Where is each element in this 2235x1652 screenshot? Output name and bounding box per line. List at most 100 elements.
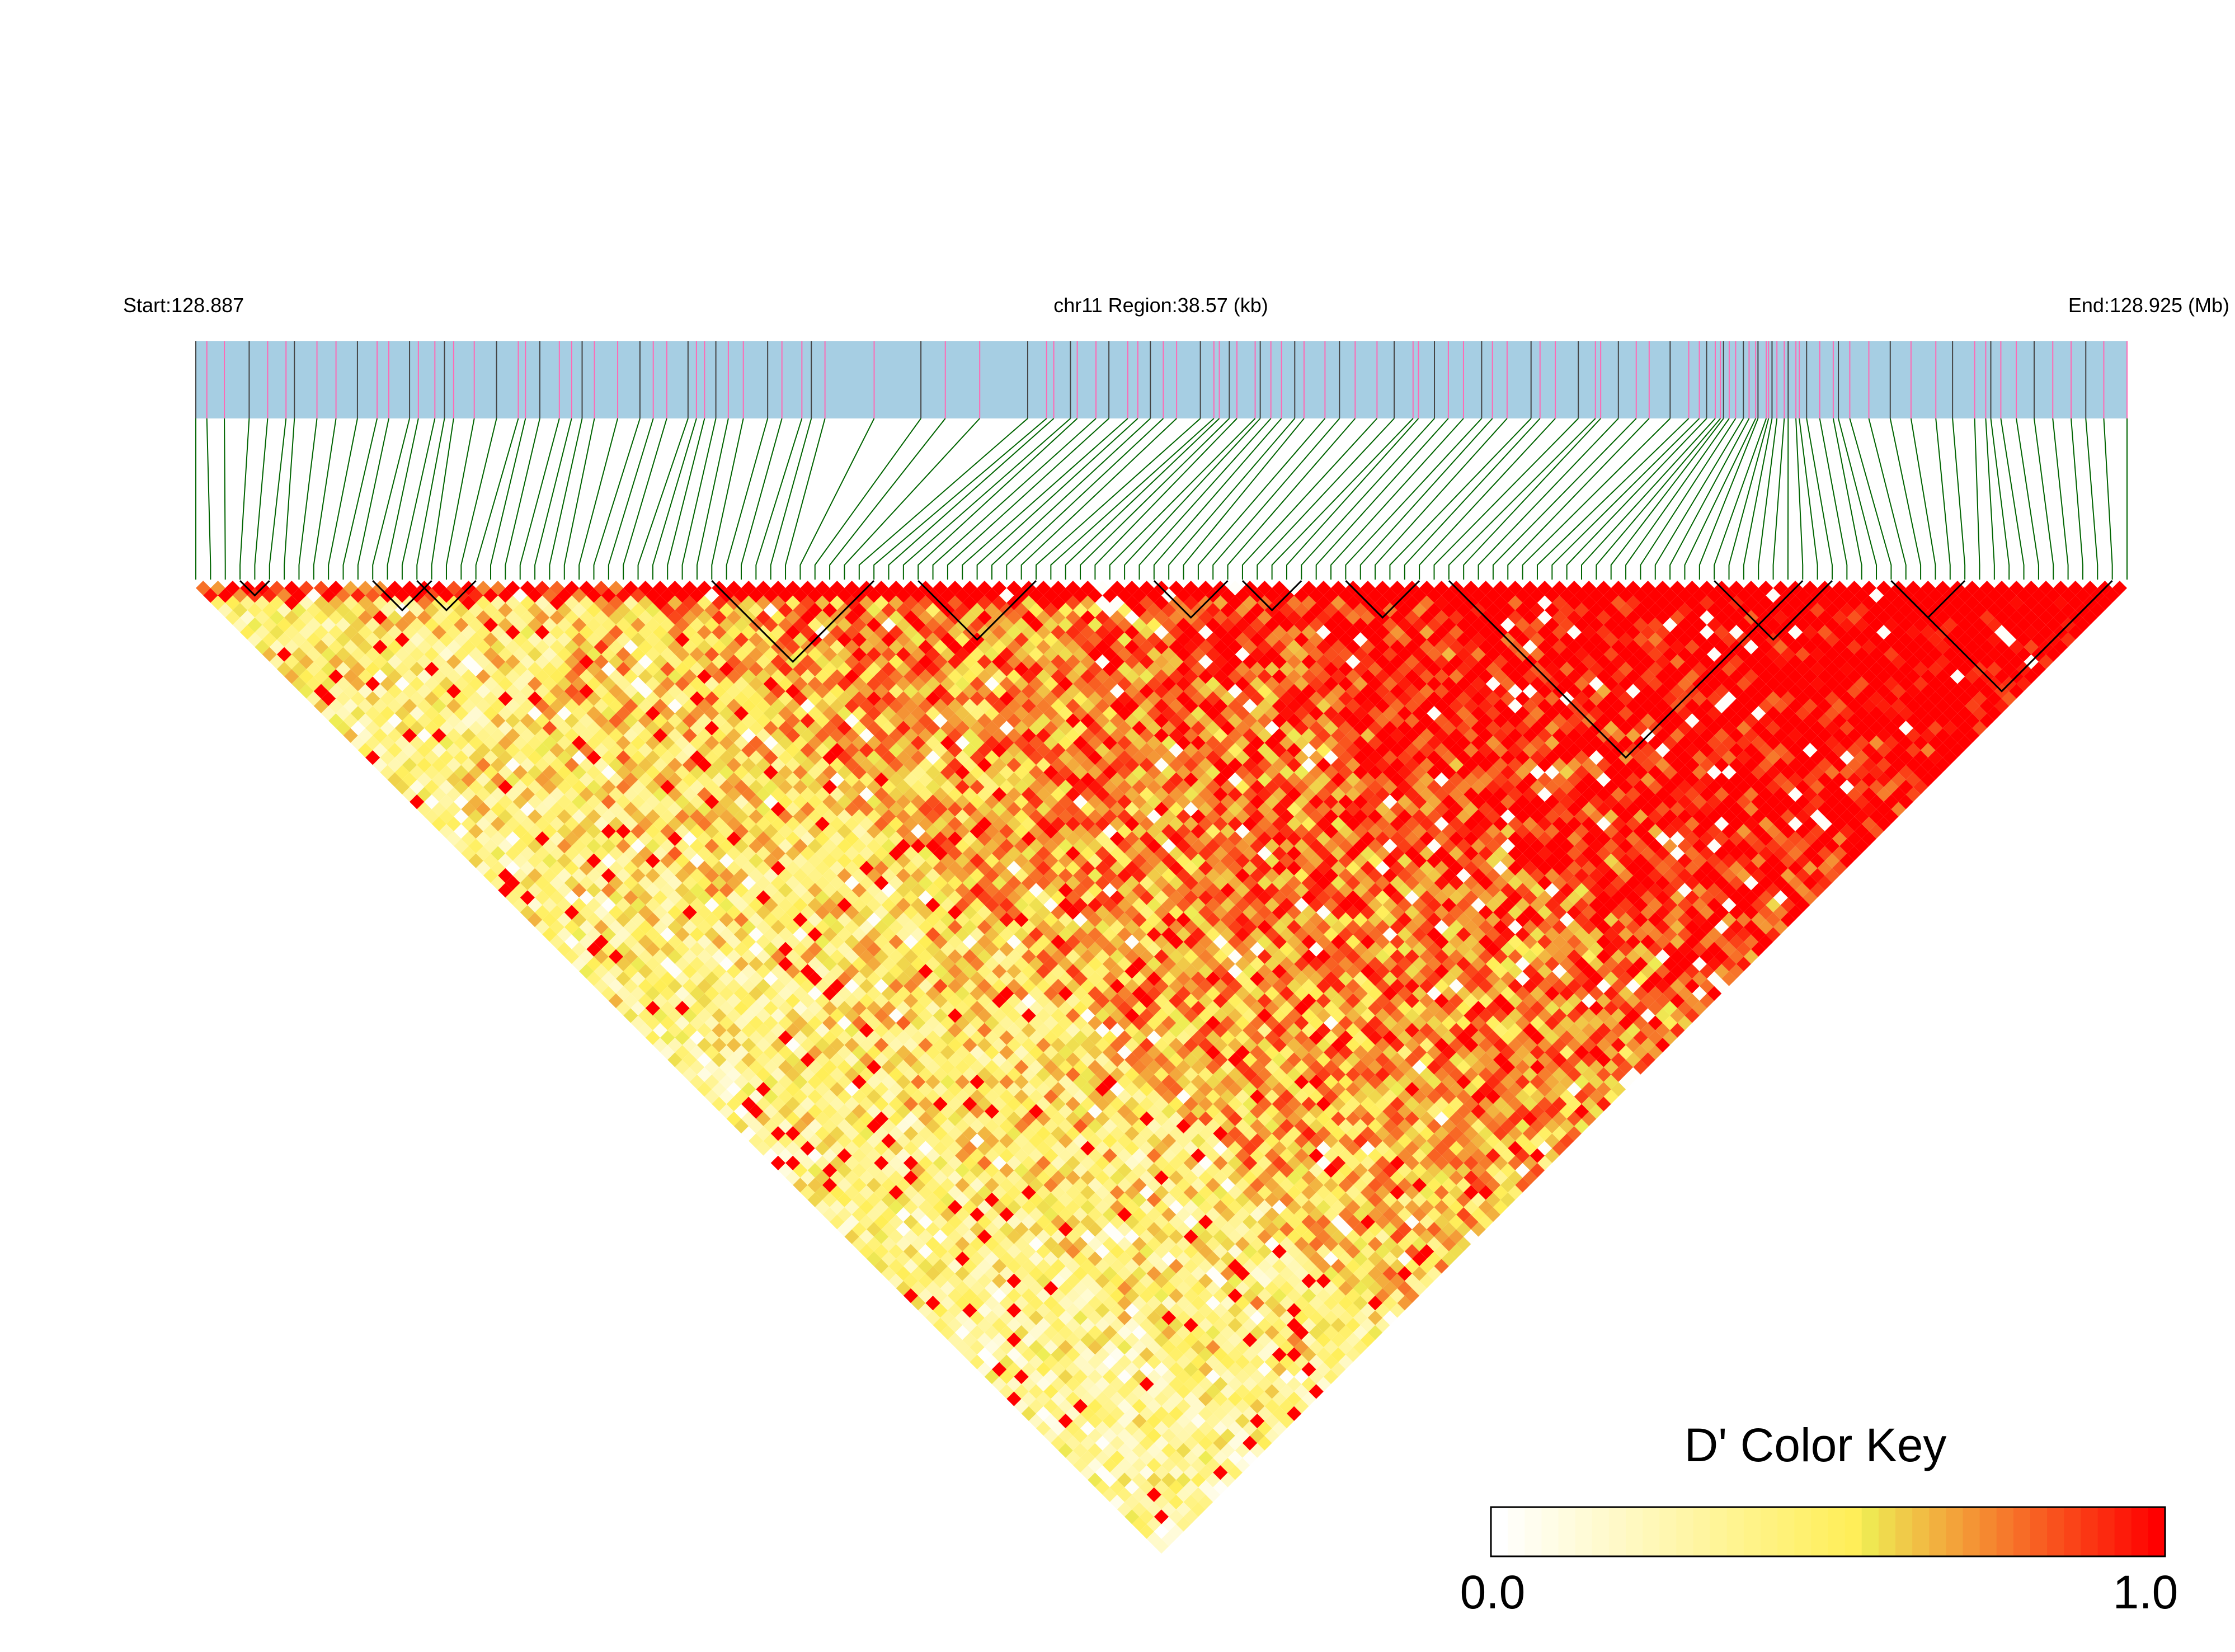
ld-cell [1176, 1384, 1191, 1399]
snp-connector [1109, 418, 1256, 580]
ld-cell [756, 1052, 771, 1067]
ld-cell [851, 1148, 867, 1163]
ld-cell [1124, 1480, 1140, 1495]
ld-cell [394, 765, 410, 780]
ld-cell [276, 603, 292, 618]
ld-cell [601, 883, 617, 898]
ld-cell [918, 1273, 933, 1288]
ld-cell [652, 890, 668, 905]
ld-cell [498, 868, 513, 883]
chromosome-track [196, 341, 2127, 418]
ld-cell [1227, 1450, 1243, 1466]
ld-cell [1006, 1288, 1022, 1303]
ld-cell [1065, 1317, 1081, 1333]
ld-cell [1021, 1229, 1037, 1244]
ld-cell [468, 794, 483, 809]
ld-cell [991, 1244, 1007, 1259]
ld-cell [874, 1170, 889, 1185]
ld-cell [756, 1111, 771, 1126]
ld-cell [343, 595, 358, 610]
ld-cell [1080, 1391, 1095, 1406]
snp-connector [1330, 418, 1464, 580]
snp-connector [1985, 418, 1995, 580]
ld-cell [1072, 1399, 1088, 1414]
ld-cell [1080, 1436, 1095, 1451]
ld-cell [1036, 1317, 1051, 1333]
ld-cell [1139, 1406, 1154, 1422]
ld-cell [925, 1236, 940, 1251]
ld-cell [446, 639, 462, 655]
ld-cell [1176, 1487, 1191, 1502]
ld-cell [1109, 1450, 1125, 1466]
ld-cell [417, 772, 432, 787]
ld-cell [1028, 1340, 1044, 1355]
ld-cell [896, 1148, 911, 1163]
ld-cell [947, 1317, 963, 1333]
ld-cell [1132, 1487, 1147, 1502]
ld-cell [1028, 1236, 1044, 1251]
ld-cell [815, 1170, 830, 1185]
snp-connector [726, 418, 769, 580]
ld-cell [1072, 1443, 1088, 1458]
ld-cell [940, 1222, 956, 1237]
ld-cell [306, 691, 321, 706]
ld-cell [1198, 1480, 1213, 1495]
snp-connector [1536, 418, 1690, 580]
ld-cell [733, 1030, 749, 1046]
snp-connector [799, 418, 875, 580]
ld-cell [262, 617, 277, 633]
ld-cell [446, 772, 462, 787]
ld-cell [483, 750, 498, 765]
ld-cell [343, 625, 358, 640]
ld-cell [903, 1244, 919, 1259]
ld-cell [911, 1251, 926, 1267]
ld-cell [1183, 1509, 1198, 1524]
ld-cell [652, 1037, 668, 1053]
ld-cell [1065, 1421, 1081, 1436]
ld-cell [1058, 1384, 1073, 1399]
ld-cell [1014, 1236, 1029, 1251]
snp-connector [505, 418, 540, 580]
snp-connector [1301, 418, 1435, 580]
ld-cell [1109, 1317, 1125, 1333]
ld-cell [1021, 1376, 1037, 1392]
ld-cell [1124, 1332, 1140, 1348]
snp-connector [1714, 418, 1767, 580]
ld-cell [652, 1008, 668, 1023]
ld-cell [933, 1273, 948, 1288]
ld-cell [1109, 1494, 1125, 1510]
ld-cell [468, 765, 483, 780]
ld-cell [1014, 1207, 1029, 1222]
ld-cell [955, 1236, 970, 1251]
ld-cell [446, 654, 462, 670]
ld-cell [269, 581, 285, 596]
snp-connector [357, 418, 389, 580]
ld-cell [652, 876, 668, 891]
ld-cell [365, 661, 380, 677]
ld-cell [704, 942, 719, 957]
ld-cell [380, 603, 395, 618]
ld-cell [1169, 1524, 1184, 1539]
ld-cell [269, 639, 285, 655]
ld-cell [1043, 1236, 1058, 1251]
snp-connector [740, 418, 783, 580]
ld-cell [483, 779, 498, 795]
ld-cell [1088, 1399, 1103, 1414]
ld-cell [1169, 1450, 1184, 1466]
ld-cell [859, 1215, 874, 1230]
ld-cell [1154, 1421, 1169, 1436]
ld-cell [505, 713, 520, 728]
ld-cell [1028, 1281, 1044, 1296]
snp-connector [814, 418, 921, 580]
ld-cell [807, 1074, 822, 1090]
snp-connector [1684, 418, 1757, 580]
ld-cell [1132, 1413, 1147, 1429]
ld-cell [903, 1288, 919, 1303]
ld-cell [807, 1162, 822, 1178]
ld-cell [756, 1037, 771, 1053]
ld-cell [410, 779, 425, 795]
ld-cell [498, 765, 513, 780]
ld-cell [911, 1162, 926, 1178]
ld-cell [733, 956, 749, 972]
